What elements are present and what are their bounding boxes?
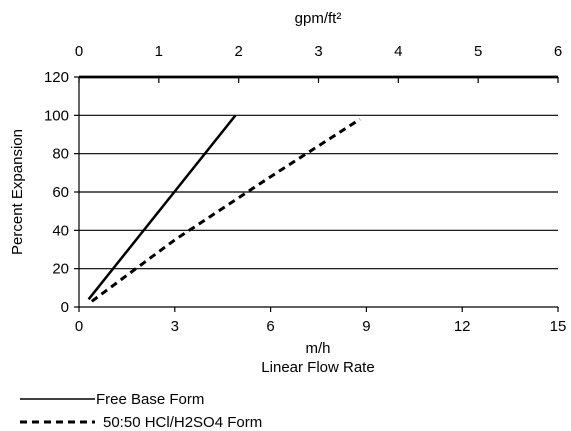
x-top-tick-label-2: 2 [234, 43, 242, 60]
y-tick-label-120: 120 [44, 69, 69, 86]
y-tick-label-40: 40 [52, 222, 69, 239]
x-bottom-tick-label-15: 15 [550, 318, 567, 335]
grid-layer [79, 75, 558, 270]
y-tick-label-100: 100 [44, 107, 69, 124]
legend-label-acid-form: 50:50 HCl/H2SO4 Form [103, 414, 262, 431]
series-line-1 [90, 117, 361, 303]
x-bottom-tick-label-9: 9 [362, 318, 370, 335]
x-bottom-tick-label-12: 12 [454, 318, 471, 335]
legend-label-free-base: Free Base Form [96, 391, 204, 408]
x-top-tick-label-5: 5 [474, 43, 482, 60]
series-layer [87, 114, 361, 303]
y-tick-label-20: 20 [52, 261, 69, 278]
y-tick-label-0: 0 [61, 299, 69, 316]
x-top-tick-label-3: 3 [314, 43, 322, 60]
x-top-tick-label-1: 1 [155, 43, 163, 60]
y-axis-title: Percent Expansion [9, 129, 26, 255]
bottom-axis-unit: m/h [305, 340, 330, 357]
x-top-tick-label-0: 0 [75, 43, 83, 60]
bottom-axis-title: Linear Flow Rate [261, 359, 374, 376]
x-top-tick-label-4: 4 [394, 43, 402, 60]
series-line-0 [87, 114, 237, 301]
x-bottom-tick-label-3: 3 [171, 318, 179, 335]
y-tick-label-60: 60 [52, 184, 69, 201]
x-top-tick-label-6: 6 [554, 43, 562, 60]
y-tick-label-80: 80 [52, 146, 69, 163]
legend: Free Base Form 50:50 HCl/H2SO4 Form [20, 391, 262, 431]
x-bottom-tick-label-0: 0 [75, 318, 83, 335]
x-bottom-tick-label-6: 6 [266, 318, 274, 335]
top-axis-title: gpm/ft² [295, 10, 342, 27]
